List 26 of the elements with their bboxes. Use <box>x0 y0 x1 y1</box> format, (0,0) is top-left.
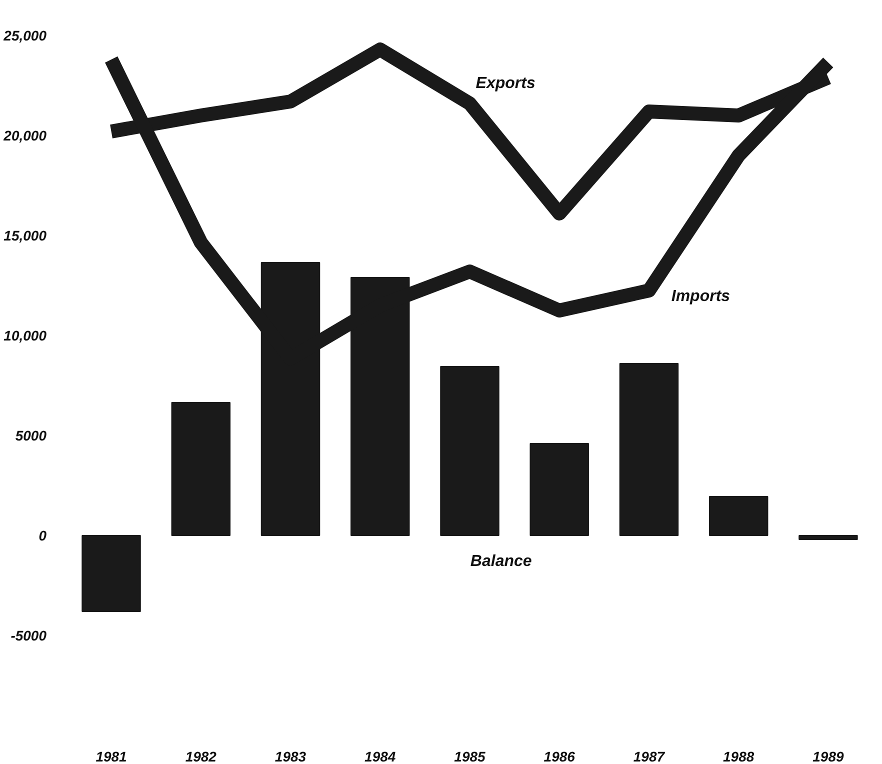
bar <box>440 366 500 536</box>
x-tick-label: 1987 <box>633 748 666 764</box>
y-tick-label: 5000 <box>15 428 47 444</box>
bar <box>530 443 589 536</box>
y-tick-label: 15,000 <box>4 228 47 244</box>
y-tick-label: 10,000 <box>4 328 47 344</box>
bar <box>171 402 231 536</box>
x-tick-label: 1983 <box>274 748 306 764</box>
x-tick-label: 1984 <box>364 748 396 764</box>
y-tick-label: 20,000 <box>2 128 47 144</box>
series-label: Exports <box>476 75 536 92</box>
x-tick-label: 1989 <box>812 748 844 764</box>
bar <box>708 496 768 536</box>
x-tick-label: 1986 <box>544 748 576 764</box>
x-tick-label: 1982 <box>185 748 217 764</box>
x-tick-label: 1988 <box>723 748 754 764</box>
y-tick-label: -5000 <box>10 628 47 644</box>
y-tick-label: 0 <box>38 528 47 544</box>
x-tick-label: 1981 <box>96 748 128 764</box>
series-label: Balance <box>470 553 532 570</box>
bar <box>798 535 858 540</box>
series-label: Imports <box>671 288 730 305</box>
bar <box>619 363 679 536</box>
bar <box>82 535 141 612</box>
x-tick-label: 1985 <box>454 748 486 764</box>
y-tick-label: 25,000 <box>2 28 47 44</box>
